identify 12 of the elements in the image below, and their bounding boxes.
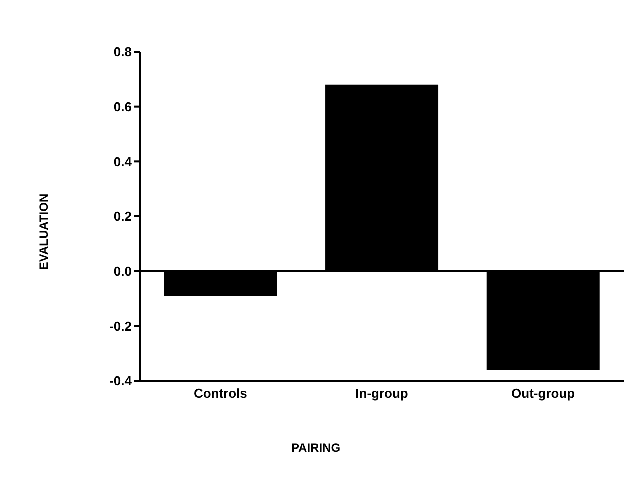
x-tick-label: Controls [194,386,248,402]
x-axis-title: PAIRING [290,441,342,455]
y-axis-title: EVALUATION [37,193,51,270]
y-tick-label: 0.4 [114,154,133,170]
x-tick-label: In-group [356,386,408,402]
y-tick-label: -0.4 [110,374,133,389]
y-tick-label: 0.8 [114,44,132,60]
y-tick-label: 0.2 [114,209,132,224]
y-tick-label: 0.6 [114,99,132,114]
x-tick-label: Out-group [512,386,576,402]
y-tick-label: 0.0 [114,264,132,279]
y-tick-label: -0.2 [110,318,132,334]
